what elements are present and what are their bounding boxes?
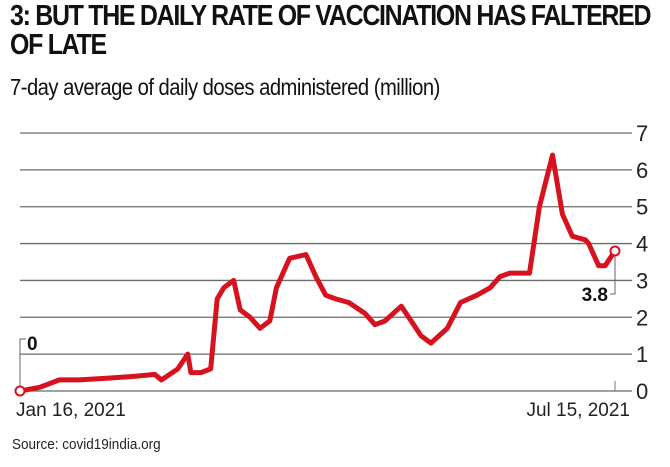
annotations: 03.8	[19, 250, 616, 391]
annotation-end-value: 3.8	[582, 285, 608, 306]
y-tick-label: 4	[636, 232, 648, 257]
endpoint-markers	[14, 245, 621, 397]
annotation-leader-start	[19, 338, 26, 391]
y-tick-label: 2	[636, 305, 648, 330]
gridlines	[20, 132, 632, 392]
y-tick-label: 5	[636, 195, 648, 220]
annotation-start-value: 0	[27, 334, 38, 355]
x-tick-label: Jan 16, 2021	[16, 400, 126, 421]
end-point-marker	[609, 245, 621, 257]
x-axis-ticks: Jan 16, 2021 Jul 15, 2021	[16, 381, 630, 421]
chart-subtitle: 7-day average of daily doses administere…	[10, 74, 440, 100]
y-tick-label: 7	[636, 121, 648, 146]
y-tick-label: 1	[636, 342, 648, 367]
y-tick-label: 0	[636, 379, 648, 404]
y-axis-ticks: 0 1 2 3 4 5 6 7	[636, 121, 648, 404]
series-line	[17, 152, 618, 394]
chart-title: 3: BUT THE DAILY RATE OF VACCINATION HAS…	[10, 0, 652, 61]
annotation-leader-end	[610, 250, 616, 295]
x-tick-label: Jul 15, 2021	[526, 400, 630, 421]
start-point-marker	[14, 385, 26, 397]
y-tick-label: 6	[636, 158, 648, 183]
source-note: Source: covid19india.org	[12, 436, 161, 453]
y-tick-label: 3	[636, 268, 648, 293]
